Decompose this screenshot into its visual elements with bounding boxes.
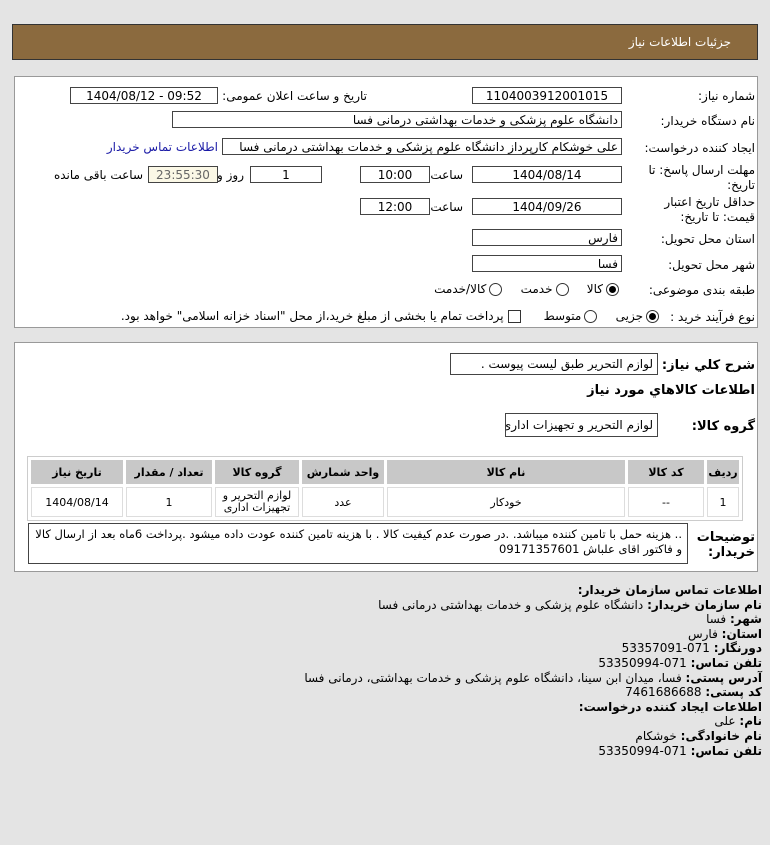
goods-section-title: اطلاعات کالاهاي مورد نياز — [587, 383, 755, 398]
remaining-time-field: 23:55:30 — [148, 166, 218, 183]
contact-province: استان: فارس — [687, 626, 762, 641]
creator-field[interactable]: علی خوشکام کارپرداز دانشگاه علوم پزشکی و… — [222, 138, 622, 155]
need-number-label: شماره نیاز: — [698, 89, 755, 103]
buyer-field[interactable]: دانشگاه علوم پزشکی و خدمات بهداشتی درمان… — [172, 111, 622, 128]
category-service-option[interactable]: خدمت — [521, 282, 572, 296]
validity-label: حداقل تاریخ اعتبار قیمت: تا تاریخ: — [664, 195, 755, 224]
page-header: جزئیات اطلاعات نیاز — [12, 24, 758, 60]
contact-address: آدرس پستی: فسا، میدان ابن سینا، دانشگاه … — [304, 670, 762, 685]
contact-phone: تلفن تماس: 071-53350994 — [598, 655, 762, 670]
process-minor-option[interactable]: جزیی — [616, 309, 662, 323]
col-date: تاریخ نیاز — [31, 460, 123, 484]
creator-name: نام: علی — [714, 714, 762, 729]
process-label: نوع فرآیند خرید : — [670, 310, 755, 324]
radio-icon[interactable] — [606, 283, 619, 296]
announce-field[interactable]: 1404/08/12 - 09:52 — [70, 87, 218, 104]
creator-phone: تلفن تماس: 071-53350994 — [598, 743, 762, 758]
province-label: استان محل تحویل: — [660, 232, 755, 246]
col-qty: تعداد / مقدار — [126, 460, 212, 484]
city-field[interactable]: فسا — [472, 255, 622, 272]
radio-icon[interactable] — [646, 310, 659, 323]
process-medium-option[interactable]: متوسط — [544, 309, 601, 323]
process-radios: جزیی متوسط پرداخت تمام یا بخشی از مبلغ خ… — [121, 309, 662, 323]
deadline-time-field[interactable]: 10:00 — [360, 166, 430, 183]
col-unit: واحد شمارش — [302, 460, 384, 484]
goods-table: ردیف کد کالا نام کالا واحد شمارش گروه کا… — [27, 456, 743, 521]
contact-section: اطلاعات تماس سازمان خریدار: نام سازمان خ… — [304, 583, 762, 758]
radio-icon[interactable] — [584, 310, 598, 323]
remaining-label: ساعت باقی مانده — [53, 168, 143, 182]
deadline-date-field[interactable]: 1404/08/14 — [472, 166, 622, 183]
cell-date: 1404/08/14 — [31, 487, 123, 517]
category-goods-option[interactable]: کالا — [587, 282, 622, 296]
cell-row: 1 — [707, 487, 739, 517]
need-number-field[interactable]: 1104003912001015 — [472, 87, 622, 104]
radio-icon[interactable] — [489, 283, 503, 296]
city-label: شهر محل تحویل: — [668, 258, 755, 272]
page-title: جزئیات اطلاعات نیاز — [628, 35, 731, 49]
notes-label: توضیحات خریدار: — [696, 530, 755, 560]
contact-org: نام سازمان خریدار: دانشگاه علوم پزشکی و … — [378, 597, 762, 612]
notes-field: .. هزینه حمل با تامین کننده میباشد. .در … — [28, 523, 688, 564]
cell-qty: 1 — [126, 487, 212, 517]
cell-name: خودکار — [387, 487, 625, 517]
cell-unit: عدد — [302, 487, 384, 517]
validity-time-label: ساعت — [430, 200, 463, 214]
col-code: کد کالا — [628, 460, 704, 484]
category-both-option[interactable]: کالا/خدمت — [434, 282, 505, 296]
group-label: گروه کالا: — [691, 419, 755, 434]
contact-title: اطلاعات تماس سازمان خریدار: — [577, 583, 762, 597]
creator-family: نام خانوادگی: خوشکام — [635, 728, 762, 743]
radio-icon[interactable] — [555, 283, 569, 296]
contact-postcode: کد پستی: 7461686688 — [625, 685, 762, 700]
days-label: روز و — [217, 168, 244, 182]
province-field[interactable]: فارس — [472, 229, 622, 246]
contact-city: شهر: فسا — [706, 612, 762, 627]
buyer-label: نام دستگاه خریدار: — [660, 114, 756, 128]
buyer-contact-link[interactable]: اطلاعات تماس خریدار — [106, 140, 218, 154]
days-field[interactable]: 1 — [250, 166, 322, 183]
cell-code: -- — [628, 487, 704, 517]
cell-group: لوازم التحریر و تجهیزات اداری — [215, 487, 299, 517]
summary-field: لوازم التحرير طبق ليست پيوست . — [450, 353, 658, 375]
table-row: 1 -- خودکار عدد لوازم التحریر و تجهیزات … — [31, 487, 739, 517]
col-group: گروه کالا — [215, 460, 299, 484]
deadline-label: مهلت ارسال پاسخ: تا تاریخ: — [648, 163, 755, 192]
col-name: نام کالا — [387, 460, 625, 484]
validity-time-field[interactable]: 12:00 — [360, 198, 430, 215]
deadline-time-label: ساعت — [430, 168, 463, 182]
validity-date-field[interactable]: 1404/09/26 — [472, 198, 622, 215]
creator-label: ایجاد کننده درخواست: — [644, 141, 755, 155]
checkbox-icon[interactable] — [507, 310, 521, 323]
creator-title: اطلاعات ایجاد کننده درخواست: — [578, 699, 762, 714]
group-field: لوازم التحریر و تجهیزات اداری — [505, 413, 658, 437]
table-header: ردیف کد کالا نام کالا واحد شمارش گروه کا… — [31, 460, 739, 484]
category-radios: کالا خدمت کالا/خدمت — [434, 282, 622, 296]
summary-label: شرح کلي نياز: — [661, 358, 755, 373]
col-row: ردیف — [707, 460, 739, 484]
category-label: طبقه بندی موضوعی: — [648, 283, 755, 297]
contact-fax: دورنگار: 071-53357091 — [621, 641, 762, 656]
announce-label: تاریخ و ساعت اعلان عمومی: — [222, 89, 367, 103]
treasury-payment-option[interactable]: پرداخت تمام یا بخشی از مبلغ خرید،از محل … — [121, 309, 525, 323]
